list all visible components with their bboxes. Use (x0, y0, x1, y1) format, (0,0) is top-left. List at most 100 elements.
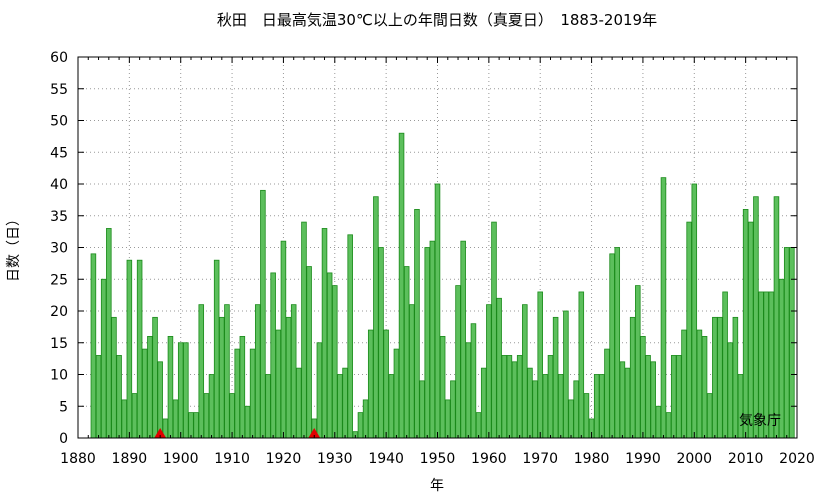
bar (136, 259, 143, 439)
bar (604, 348, 610, 439)
bar (506, 355, 513, 439)
bar (424, 247, 430, 439)
bar (398, 132, 405, 439)
bars (90, 132, 795, 439)
bar (722, 291, 728, 439)
bar (383, 329, 389, 439)
bar (491, 221, 497, 439)
y-tick-label: 25 (50, 272, 68, 288)
credit-label: 気象庁 (739, 413, 781, 429)
bar (445, 399, 451, 439)
bar (650, 361, 656, 439)
bar (213, 259, 220, 439)
bar (501, 355, 508, 439)
x-tick-label: 1910 (214, 451, 250, 467)
bar (470, 323, 477, 439)
bar (773, 196, 780, 439)
bar (208, 374, 215, 439)
bar (362, 399, 369, 439)
bar (393, 348, 400, 439)
bar (511, 361, 518, 439)
bar (691, 183, 698, 439)
bar (706, 393, 713, 439)
y-tick-label: 50 (50, 114, 68, 130)
bar (285, 316, 292, 439)
x-tick-label: 1900 (163, 451, 199, 467)
y-tick-label: 35 (50, 209, 68, 225)
bar (742, 208, 749, 439)
bar (465, 342, 472, 439)
bar (645, 355, 651, 439)
bar (321, 228, 328, 439)
y-tick-label: 45 (50, 145, 68, 161)
bar (403, 266, 410, 439)
bar (244, 405, 251, 439)
y-tick-label: 0 (59, 431, 68, 447)
marker-triangle (308, 428, 321, 438)
x-tick-label: 1990 (625, 451, 661, 467)
bar (100, 278, 107, 439)
bar (188, 412, 194, 439)
bar (696, 329, 703, 439)
bar (111, 316, 117, 439)
x-tick-label: 1880 (60, 451, 96, 467)
bar (280, 240, 287, 439)
bar (198, 304, 205, 439)
bar (640, 335, 646, 439)
bar (234, 348, 240, 439)
bar (95, 355, 102, 439)
bar (547, 355, 554, 439)
bar (496, 297, 502, 439)
bar (434, 183, 441, 439)
x-tick-label: 1920 (266, 451, 302, 467)
x-tick-label: 1890 (112, 451, 148, 467)
chart-title: 秋田 日最高気温30℃以上の年間日数（真夏日） 1883-2019年 (217, 11, 657, 29)
bar (337, 374, 343, 439)
bar (727, 342, 733, 439)
y-axis-title: 日数（日） (6, 212, 22, 282)
bar (414, 208, 420, 439)
y-axis-ticks: 0 5 10 15 20 25 30 35 40 45 50 55 60 (50, 50, 797, 447)
bar (332, 285, 338, 439)
bar (717, 316, 723, 439)
bar (90, 253, 97, 439)
bar (275, 329, 282, 439)
bar (563, 310, 569, 439)
bar (254, 304, 261, 439)
bar (660, 177, 667, 439)
x-tick-label: 1930 (317, 451, 353, 467)
bar (665, 412, 672, 439)
bar (542, 374, 549, 439)
x-tick-label: 1950 (420, 451, 456, 467)
bar (265, 374, 271, 439)
bar (593, 374, 600, 439)
bar (177, 342, 184, 439)
bar (753, 196, 759, 439)
bar (290, 304, 297, 439)
bar (347, 234, 353, 439)
bar (116, 355, 122, 439)
x-tick-label: 1980 (574, 451, 610, 467)
bar (270, 272, 276, 439)
x-tick-label: 1940 (368, 451, 404, 467)
x-tick-label: 2010 (728, 451, 764, 467)
bar (460, 240, 466, 439)
bar (552, 316, 559, 439)
bar (106, 228, 112, 439)
bar (701, 335, 708, 439)
y-tick-label: 30 (50, 241, 68, 257)
marker-triangle (154, 428, 167, 438)
y-tick-label: 55 (50, 82, 68, 98)
bar (142, 348, 148, 439)
bar (732, 316, 739, 439)
bar (455, 285, 461, 439)
bar (537, 291, 543, 439)
bar (486, 304, 492, 439)
y-tick-label: 5 (59, 399, 68, 415)
bar (480, 367, 487, 439)
bar (527, 367, 533, 439)
bar (681, 329, 687, 439)
bar (152, 316, 158, 439)
bar (712, 316, 718, 439)
bar (573, 380, 579, 439)
